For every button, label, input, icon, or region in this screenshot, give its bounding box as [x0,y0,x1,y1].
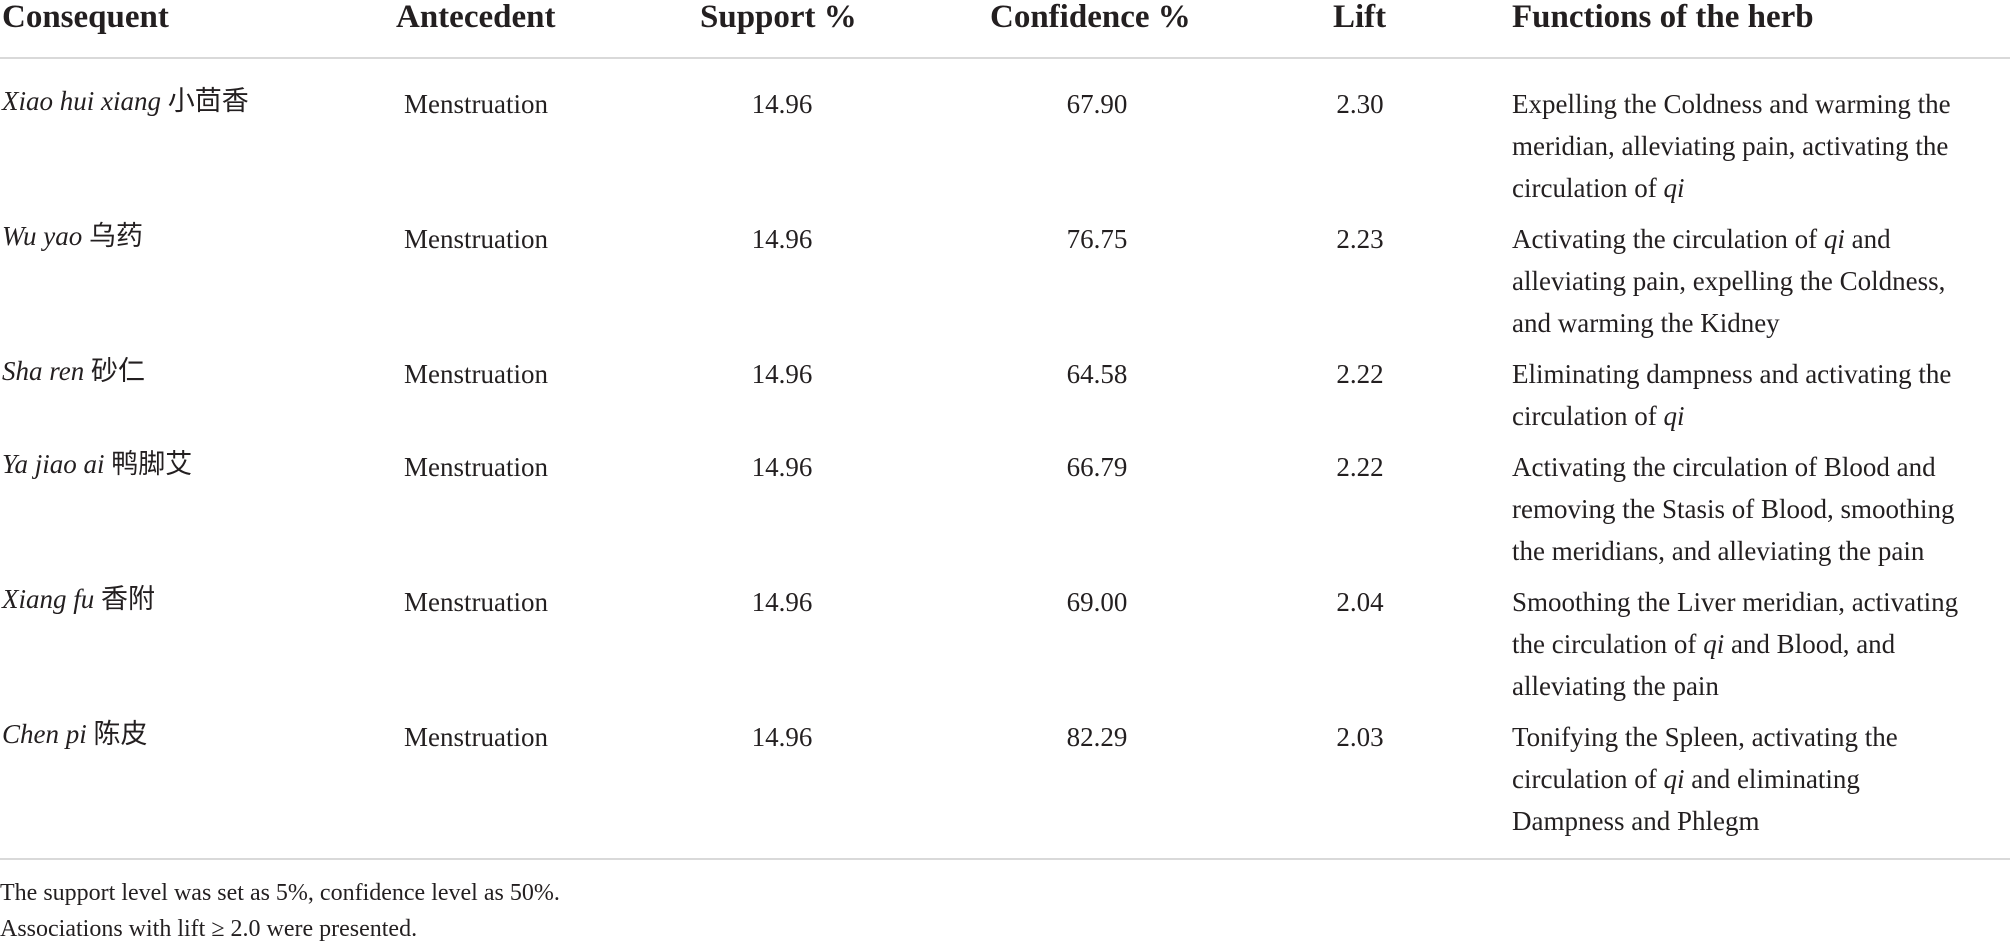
antecedent-cell: Menstruation [404,587,548,617]
antecedent-cell: Menstruation [404,89,548,119]
qi-term: qi [1663,401,1685,431]
antecedent-cell: Menstruation [404,452,548,482]
support-cell: 14.96 [751,587,813,617]
qi-term: qi [1703,629,1725,659]
consequent-latin: Wu yao [2,221,83,251]
consequent-chinese: 乌药 [89,221,143,252]
functions-cell: Expelling the Coldness and warming the m… [1512,89,1951,203]
antecedent-cell: Menstruation [404,224,548,254]
lift-cell: 2.23 [1336,224,1384,254]
functions-cell: Eliminating dampness and activating the … [1512,359,1952,431]
lift-cell: 2.22 [1336,359,1384,389]
confidence-cell: 82.29 [1066,722,1128,752]
consequent-cell: Wu yao 乌药 [2,215,143,258]
consequent-latin: Xiang fu [2,584,95,614]
header-confidence: Confidence % [990,0,1191,35]
qi-term: qi [1663,764,1685,794]
confidence-cell: 76.75 [1066,224,1128,254]
table-bottom-divider [0,858,2010,860]
support-cell: 14.96 [751,224,813,254]
footnote-lift: Associations with lift ≥ 2.0 were presen… [0,916,418,942]
consequent-cell: Xiang fu 香附 [2,578,155,621]
consequent-latin: Sha ren [2,356,85,386]
functions-cell: Activating the circulation of qi and all… [1512,224,1946,338]
confidence-cell: 66.79 [1066,452,1128,482]
consequent-cell: Chen pi 陈皮 [2,713,148,756]
lift-cell: 2.03 [1336,722,1384,752]
lift-cell: 2.04 [1336,587,1384,617]
consequent-chinese: 砂仁 [91,356,145,387]
antecedent-cell: Menstruation [404,722,548,752]
qi-term: qi [1823,224,1845,254]
support-cell: 14.96 [751,89,813,119]
confidence-cell: 67.90 [1066,89,1128,119]
consequent-cell: Xiao hui xiang 小茴香 [2,80,249,123]
lift-cell: 2.30 [1336,89,1384,119]
support-cell: 14.96 [751,452,813,482]
consequent-chinese: 陈皮 [93,719,148,750]
lift-cell: 2.22 [1336,452,1384,482]
header-support: Support % [700,0,857,35]
header-functions: Functions of the herb [1512,0,1814,35]
consequent-chinese: 鸭脚艾 [111,449,193,480]
confidence-cell: 64.58 [1066,359,1128,389]
consequent-cell: Sha ren 砂仁 [2,350,145,393]
support-cell: 14.96 [751,722,813,752]
header-antecedent: Antecedent [396,0,556,35]
consequent-chinese: 香附 [101,584,155,615]
header-divider [0,57,2010,59]
header-lift: Lift [1333,0,1387,35]
antecedent-cell: Menstruation [404,359,548,389]
consequent-latin: Chen pi [2,719,87,749]
functions-cell: Tonifying the Spleen, activating the cir… [1512,722,1898,836]
confidence-cell: 69.00 [1066,587,1128,617]
qi-term: qi [1663,173,1685,203]
footnote-support-level: The support level was set as 5%, confide… [0,880,560,906]
functions-cell: Activating the circulation of Blood and … [1512,452,1955,566]
support-cell: 14.96 [751,359,813,389]
functions-cell: Smoothing the Liver meridian, activating… [1512,587,1959,701]
consequent-chinese: 小茴香 [167,86,249,117]
header-consequent: Consequent [2,0,169,35]
consequent-latin: Ya jiao ai [2,449,105,479]
consequent-cell: Ya jiao ai 鸭脚艾 [2,443,192,486]
consequent-latin: Xiao hui xiang [2,86,161,116]
